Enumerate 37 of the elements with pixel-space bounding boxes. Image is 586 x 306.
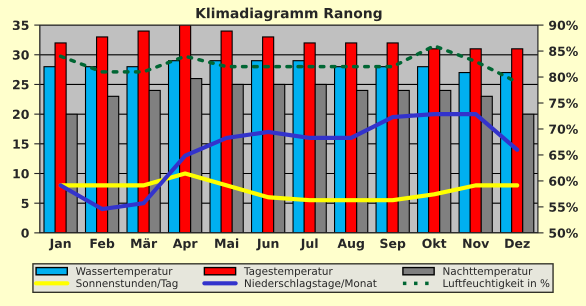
y-tick-label: 10 xyxy=(13,168,29,178)
y2-tick-label: 90% xyxy=(549,20,578,30)
x-tick-label: Mär xyxy=(131,238,158,248)
y-tick-label: 30 xyxy=(12,50,29,60)
y2-tick-label: 70% xyxy=(549,124,578,134)
y-tick-label: 20 xyxy=(13,110,29,120)
y2-tick-label: 75% xyxy=(549,98,578,108)
x-tick-label: Aug xyxy=(337,238,364,251)
x-tick-label: Sep xyxy=(380,238,406,251)
y2-tick-label: 65% xyxy=(549,150,578,160)
y2-tick-label: 50% xyxy=(549,228,578,238)
y-tick-label: 25 xyxy=(13,80,29,90)
x-tick-label: Nov xyxy=(463,238,490,248)
legend-label: Wassertemperatur xyxy=(76,267,173,277)
legend-label: Tagestemperatur xyxy=(244,267,333,277)
x-tick-label: Jan xyxy=(48,238,71,250)
legend-label: Luftfeuchtigkeit in % xyxy=(444,279,550,290)
y2-tick-label: 80% xyxy=(549,72,578,82)
y2-tick-label: 60% xyxy=(549,176,578,186)
y2-tick-label: 85% xyxy=(549,46,578,56)
y-tick-label: 15 xyxy=(13,139,29,149)
y-tick-label: 5 xyxy=(22,198,29,208)
x-tick-label: Dez xyxy=(505,238,530,248)
x-tick-label: Feb xyxy=(90,238,114,248)
y-tick-label: 0 xyxy=(21,228,29,238)
line-series xyxy=(58,112,520,212)
x-tick-label: Apr xyxy=(172,238,198,251)
x-tick-label: Mai xyxy=(215,238,238,248)
legend-label: Sonnenstunden/Tag xyxy=(76,279,178,290)
legend-label: Niederschlagstage/Monat xyxy=(244,279,377,290)
y2-tick-label: 55% xyxy=(549,202,578,212)
legend-label: Nachttemperatur xyxy=(444,266,532,277)
x-tick-label: Jun xyxy=(256,238,278,250)
x-tick-label: Jul xyxy=(300,238,318,250)
x-tick-label: Okt xyxy=(422,238,446,248)
chart-title: Klimadiagramm Ranong xyxy=(196,8,382,22)
y-tick-label: 35 xyxy=(12,20,29,30)
